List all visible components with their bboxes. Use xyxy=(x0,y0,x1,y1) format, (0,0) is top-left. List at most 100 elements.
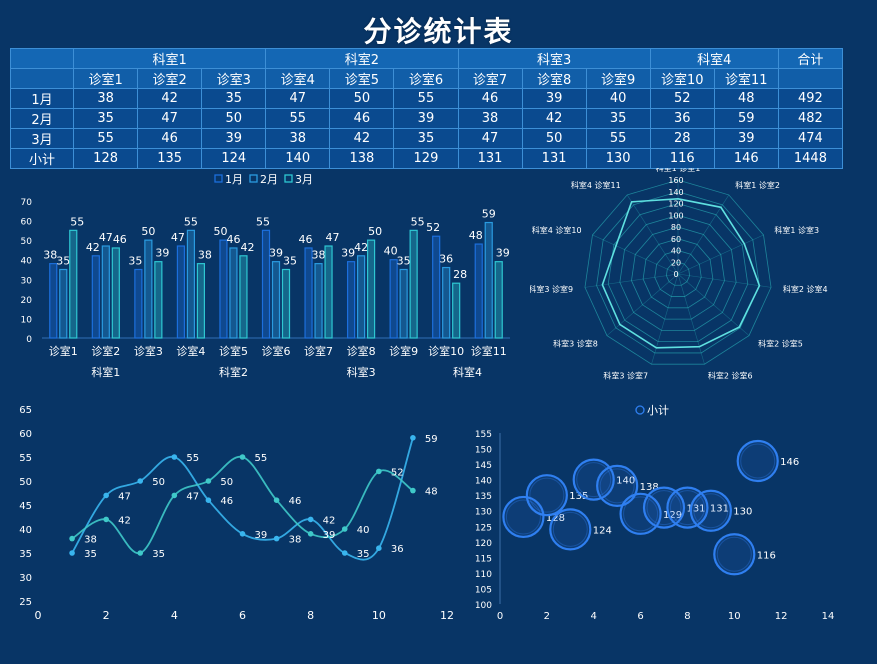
line-point xyxy=(171,492,178,499)
bar-value-label: 35 xyxy=(56,255,70,268)
y-tick-label: 105 xyxy=(475,585,492,595)
group-label: 科室1 xyxy=(91,365,120,379)
row-label: 1月 xyxy=(9,88,75,109)
line-point xyxy=(273,535,280,542)
bar xyxy=(432,235,441,339)
table-cell: 46 xyxy=(137,128,203,149)
line-point xyxy=(137,478,144,484)
table-cell: 36 xyxy=(649,108,715,129)
bar-value-label: 55 xyxy=(70,215,84,228)
clinic-header: 诊室8 xyxy=(521,68,587,89)
radar-grid-ring xyxy=(596,191,760,354)
x-tick-label: 诊室8 xyxy=(347,344,376,358)
bar-value-label: 38 xyxy=(43,249,57,262)
radar-grid-ring xyxy=(642,238,714,309)
x-tick-label: 诊室10 xyxy=(428,344,464,358)
bar-value-label: 42 xyxy=(354,241,368,254)
bubble-glow xyxy=(716,536,752,572)
bar-value-label: 55 xyxy=(411,215,425,228)
clinic-header: 诊室9 xyxy=(585,68,651,89)
table-corner-cell xyxy=(9,48,75,69)
bar xyxy=(101,245,110,339)
y-tick-label: 100 xyxy=(475,601,492,611)
bubble xyxy=(689,489,732,532)
line-point-label: 59 xyxy=(425,434,438,445)
y-tick-label: 40 xyxy=(21,257,33,267)
table-cell: 55 xyxy=(265,108,331,129)
y-tick-label: 50 xyxy=(21,237,33,247)
bar xyxy=(196,263,206,339)
table-cell: 55 xyxy=(393,88,459,109)
line-point-label: 35 xyxy=(357,549,370,560)
bubble-label: 131 xyxy=(686,504,705,515)
line-point xyxy=(69,550,75,556)
radar-axis-label: 科室2 诊室4 xyxy=(783,284,828,294)
x-tick-label: 0 xyxy=(35,609,42,622)
clinic-header: 诊室2 xyxy=(137,68,203,89)
bar xyxy=(134,268,143,339)
table-cell: 128 xyxy=(73,148,139,169)
x-tick-label: 诊室1 xyxy=(49,344,78,358)
line-point-label: 42 xyxy=(118,515,131,526)
x-tick-label: 诊室3 xyxy=(134,344,163,358)
radar-axis-label: 科室1 诊室1 xyxy=(656,168,701,173)
bar-value-label: 48 xyxy=(469,229,483,242)
table-cell: 42 xyxy=(137,88,203,109)
y-tick-label: 120 xyxy=(475,539,492,549)
bar xyxy=(442,266,451,339)
radar-grid-ring xyxy=(631,226,725,320)
legend-swatch xyxy=(635,405,645,415)
line-point-label: 55 xyxy=(255,453,268,464)
radar-tick-label: 40 xyxy=(671,247,681,256)
bar xyxy=(366,239,376,339)
bar-value-label: 55 xyxy=(256,215,270,228)
radar-axis-label: 科室3 诊室7 xyxy=(603,371,648,381)
bar xyxy=(176,245,186,339)
line-point-label: 46 xyxy=(220,496,233,507)
bubble xyxy=(736,439,779,483)
table-cell: 129 xyxy=(393,148,459,169)
radar-spoke xyxy=(677,234,764,275)
table-cell: 46 xyxy=(329,108,395,129)
bar xyxy=(281,268,291,339)
y-tick-label: 45 xyxy=(19,501,32,512)
bubble-label: 130 xyxy=(733,507,752,518)
bar xyxy=(144,239,153,339)
table-cell: 50 xyxy=(521,128,587,149)
radar-axis-label: 科室3 诊室8 xyxy=(553,338,598,348)
table-cell: 55 xyxy=(585,128,651,149)
y-tick-label: 10 xyxy=(21,315,33,325)
radar-spoke xyxy=(626,194,679,275)
bubble-label: 140 xyxy=(616,476,635,487)
table-cell: 35 xyxy=(201,88,267,109)
x-tick-label: 8 xyxy=(684,611,690,622)
bar-value-label: 47 xyxy=(99,231,113,244)
x-tick-label: 诊室7 xyxy=(304,344,333,358)
bar xyxy=(304,247,313,339)
table-row: 1月 38 42 35 47 50 55 46 39 40 52 48 492 xyxy=(9,88,844,109)
group-label: 科室2 xyxy=(219,365,248,379)
bar xyxy=(91,255,100,339)
radar-spoke xyxy=(606,273,679,336)
table-cell: 35 xyxy=(585,108,651,129)
bubble-glow xyxy=(529,477,565,513)
line-point xyxy=(205,497,212,503)
bubble-glow xyxy=(740,443,776,479)
radar-spoke xyxy=(651,273,679,365)
bar xyxy=(314,263,323,339)
line-point xyxy=(341,526,348,532)
x-tick-label: 8 xyxy=(307,609,314,622)
legend-swatch xyxy=(214,174,223,183)
x-tick-label: 诊室11 xyxy=(471,344,507,358)
radar-axis-label: 科室1 诊室2 xyxy=(735,180,780,190)
bar-value-label: 35 xyxy=(397,255,411,268)
bubble-glow xyxy=(693,493,729,529)
y-tick-label: 60 xyxy=(19,429,32,440)
bubble-glow xyxy=(576,462,612,498)
bar-value-label: 50 xyxy=(213,225,227,238)
bar-value-label: 42 xyxy=(86,241,100,254)
line-point xyxy=(103,516,109,523)
summary-table: 科室1 科室2 科室3 科室4 合计 诊室1 诊室2 诊室3 诊室4 诊室5 诊室6 诊室7 诊室8 诊室… xyxy=(9,48,844,169)
table-cell: 38 xyxy=(457,108,523,129)
